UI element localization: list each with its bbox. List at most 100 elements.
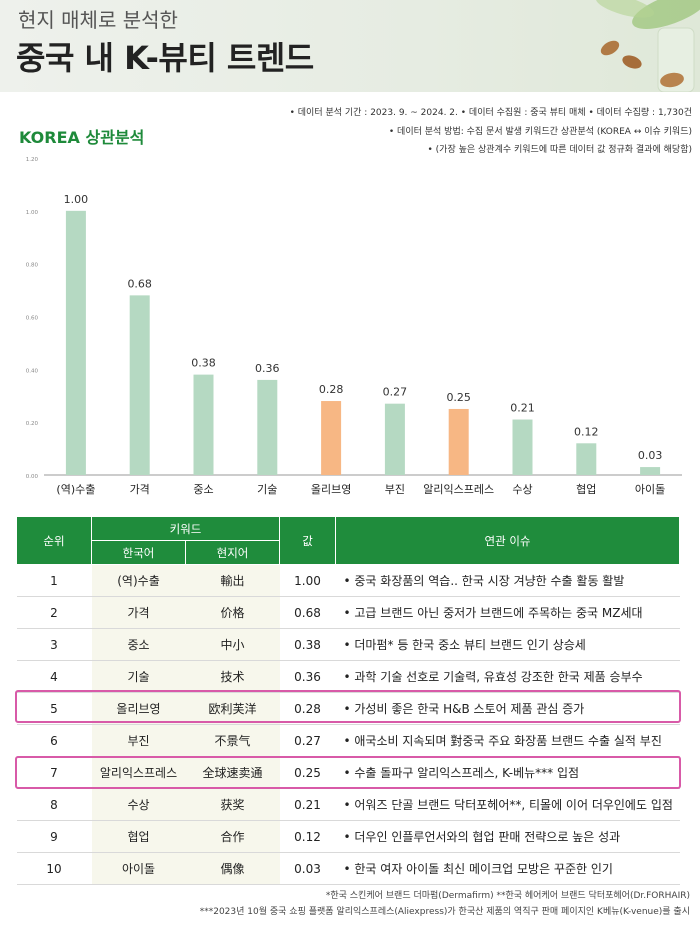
bar <box>257 379 278 475</box>
issue-cell: • 어워즈 단골 브랜드 닥터포헤어**, 티몰에 이어 더우인에도 입점 <box>335 788 680 821</box>
rank-cell: 6 <box>16 724 92 757</box>
meta-line-1: • 데이터 분석 기간 : 2023. 9. ~ 2024. 2. • 데이터 … <box>289 108 692 118</box>
ranking-table-body: 1 (역)수출 輸出 1.00 • 중국 화장품의 역습.. 한국 시장 겨냥한 수출 … <box>16 564 680 885</box>
korean-keyword-cell: 알리익스프레스 <box>91 756 186 789</box>
header-rank: 순위 <box>16 516 92 565</box>
korean-keyword-cell: 협업 <box>91 820 186 853</box>
x-tick-label: 수상 <box>512 483 532 496</box>
x-tick-label: 가격 <box>130 483 150 496</box>
value-cell: 0.12 <box>279 820 336 853</box>
bar <box>193 374 214 475</box>
table-row: 5 올리브영 欧利芙洋 0.28 • 가성비 좋은 한국 H&B 스토어 제품 관심 증… <box>16 692 680 725</box>
table-row: 3 중소 中小 0.38 • 더마펌* 등 한국 중소 뷰티 브랜드 인기 상승세 <box>16 628 680 661</box>
x-tick-label: (역)수출 <box>56 483 95 496</box>
ranking-table: 순위 키워드 값 연관 이슈 한국어 현지어 1 (역)수출 輸出 1.00 • 중국 … <box>16 516 680 885</box>
korean-keyword-cell: 중소 <box>91 628 186 661</box>
issue-cell: • 고급 브랜드 아닌 중저가 브랜드에 주목하는 중국 MZ세대 <box>335 596 680 629</box>
bar-value-label: 0.21 <box>510 402 535 415</box>
y-tick-label: 0.60 <box>26 316 39 322</box>
y-tick-label: 0.20 <box>26 421 39 427</box>
rank-cell: 2 <box>16 596 92 629</box>
korean-keyword-cell: 수상 <box>91 788 186 821</box>
header-korean: 한국어 <box>91 540 186 565</box>
bar <box>640 467 661 475</box>
rank-cell: 3 <box>16 628 92 661</box>
footnote-2: ***2023년 10월 중국 쇼핑 플랫폼 알리익스프레스(Aliexpres… <box>199 907 690 917</box>
leaf-decoration-icon <box>595 0 700 92</box>
value-cell: 0.28 <box>279 692 336 725</box>
header-keyword: 키워드 <box>91 516 280 541</box>
x-tick-label: 부진 <box>385 483 405 496</box>
y-tick-label: 0.00 <box>26 474 39 480</box>
local-keyword-cell: 全球速卖通 <box>185 756 280 789</box>
table-row: 6 부진 不景气 0.27 • 애국소비 지속되며 對중국 주요 화장품 브랜드 수출 … <box>16 724 680 757</box>
header-local: 현지어 <box>185 540 280 565</box>
x-tick-label: 아이돌 <box>635 483 665 496</box>
table-row: 4 기술 技术 0.36 • 과학 기술 선호로 기술력, 유효성 강조한 한국 제품 … <box>16 660 680 693</box>
bar <box>576 443 597 475</box>
local-keyword-cell: 获奖 <box>185 788 280 821</box>
page-title: 중국 내 K-뷰티 트렌드 <box>16 39 314 77</box>
issue-cell: • 과학 기술 선호로 기술력, 유효성 강조한 한국 제품 승부수 <box>335 660 680 693</box>
issue-cell: • 가성비 좋은 한국 H&B 스토어 제품 관심 증가 <box>335 692 680 725</box>
rank-cell: 1 <box>16 564 92 597</box>
issue-cell: • 더우인 인플루언서와의 협업 판매 전략으로 높은 성과 <box>335 820 680 853</box>
korean-keyword-cell: 가격 <box>91 596 186 629</box>
rank-cell: 4 <box>16 660 92 693</box>
korean-keyword-cell: 기술 <box>91 660 186 693</box>
local-keyword-cell: 中小 <box>185 628 280 661</box>
x-tick-label: 중소 <box>193 483 213 496</box>
x-tick-label: 올리브영 <box>311 483 351 496</box>
header-issue: 연관 이슈 <box>335 516 680 565</box>
table-row: 2 가격 价格 0.68 • 고급 브랜드 아닌 중저가 브랜드에 주목하는 중국 MZ… <box>16 596 680 629</box>
local-keyword-cell: 偶像 <box>185 852 280 885</box>
table-row: 10 아이돌 偶像 0.03 • 한국 여자 아이돌 최신 메이크업 모방은 꾸준한 인… <box>16 852 680 885</box>
bar-value-label: 0.25 <box>446 391 471 404</box>
meta-line-2: • 데이터 분석 방법: 수집 문서 발생 키워드간 상관분석 (KOREA ↔… <box>388 126 692 137</box>
table-row: 8 수상 获奖 0.21 • 어워즈 단골 브랜드 닥터포헤어**, 티몰에 이어 더우… <box>16 788 680 821</box>
local-keyword-cell: 欧利芙洋 <box>185 692 280 725</box>
rank-cell: 8 <box>16 788 92 821</box>
y-tick-label: 0.80 <box>26 263 39 269</box>
page-subtitle: 현지 매체로 분석한 <box>18 8 178 32</box>
issue-cell: • 수출 돌파구 알리익스프레스, K-베뉴*** 입점 <box>335 756 680 789</box>
bar-value-label: 1.00 <box>64 193 89 206</box>
value-cell: 0.27 <box>279 724 336 757</box>
rank-cell: 9 <box>16 820 92 853</box>
bar-value-label: 0.27 <box>383 386 408 399</box>
footnote-1: *한국 스킨케어 브랜드 더마펌(Dermafirm) **한국 헤어케어 브랜… <box>325 891 690 901</box>
table-row: 7 알리익스프레스 全球速卖通 0.25 • 수출 돌파구 알리익스프레스, K-베뉴*… <box>16 756 680 789</box>
bar-value-label: 0.03 <box>638 449 663 462</box>
x-tick-label: 기술 <box>257 483 277 496</box>
value-cell: 0.21 <box>279 788 336 821</box>
local-keyword-cell: 技术 <box>185 660 280 693</box>
bar-value-label: 0.28 <box>319 383 344 396</box>
bar-value-label: 0.68 <box>127 277 152 290</box>
bar <box>512 419 533 475</box>
value-cell: 0.25 <box>279 756 336 789</box>
korean-keyword-cell: 올리브영 <box>91 692 186 725</box>
y-tick-label: 1.00 <box>26 210 39 216</box>
korean-keyword-cell: 부진 <box>91 724 186 757</box>
value-cell: 0.03 <box>279 852 336 885</box>
y-tick-label: 0.40 <box>26 368 39 374</box>
rank-cell: 7 <box>16 756 92 789</box>
chart-title: KOREA 상관분석 <box>19 128 145 147</box>
data-meta: • 데이터 분석 기간 : 2023. 9. ~ 2024. 2. • 데이터 … <box>290 104 692 160</box>
x-tick-label: 알리익스프레스 <box>423 482 494 496</box>
bar <box>448 408 469 475</box>
bar-value-label: 0.12 <box>574 425 599 438</box>
rank-cell: 10 <box>16 852 92 885</box>
header-value: 값 <box>279 516 336 565</box>
table-row: 1 (역)수출 輸出 1.00 • 중국 화장품의 역습.. 한국 시장 겨냥한 수출 … <box>16 564 680 597</box>
korean-keyword-cell: 아이돌 <box>91 852 186 885</box>
correlation-bar-chart: 1.20 1.00 0.80 0.60 0.40 0.20 0.00 1.00 (역)수출 0.6… <box>26 157 682 496</box>
korean-keyword-cell: (역)수출 <box>91 564 186 597</box>
header-banner: 현지 매체로 분석한 중국 내 K-뷰티 트렌드 <box>0 0 700 92</box>
meta-line-3: • (가장 높은 상관계수 키워드에 따른 데이터 값 정규화 결과에 해당함) <box>427 145 692 155</box>
value-cell: 0.38 <box>279 628 336 661</box>
bar-value-label: 0.38 <box>191 357 216 370</box>
issue-cell: • 더마펌* 등 한국 중소 뷰티 브랜드 인기 상승세 <box>335 628 680 661</box>
local-keyword-cell: 不景气 <box>185 724 280 757</box>
issue-cell: • 한국 여자 아이돌 최신 메이크업 모방은 꾸준한 인기 <box>335 852 680 885</box>
